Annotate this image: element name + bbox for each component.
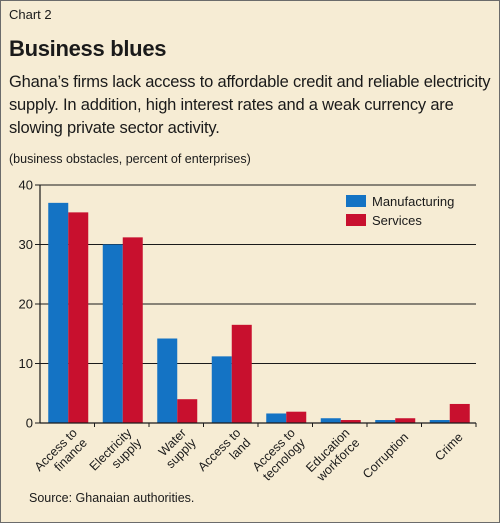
category-label: Watersupply <box>154 425 200 471</box>
chart-title: Business blues <box>9 36 167 61</box>
y-tick-label: 10 <box>19 356 33 371</box>
legend-label: Services <box>372 213 422 228</box>
category-label: Access toland <box>195 426 253 484</box>
bar <box>375 420 396 423</box>
category-label: Corruption <box>360 430 411 481</box>
bar <box>177 399 198 423</box>
y-tick-label: 0 <box>26 416 33 431</box>
chart-subtitle: Ghana’s firms lack access to affordable … <box>9 73 491 137</box>
bar <box>449 403 470 423</box>
category-label: Educationworkforce <box>303 426 362 485</box>
bar <box>102 244 123 423</box>
unit-note: (business obstacles, percent of enterpri… <box>9 152 251 166</box>
category-label: Crime <box>432 430 466 464</box>
bar <box>320 418 341 423</box>
bar <box>122 237 143 423</box>
y-tick-label: 20 <box>19 297 33 312</box>
bar <box>266 413 287 423</box>
bar <box>231 324 252 423</box>
bar <box>395 418 416 423</box>
y-tick-label: 40 <box>19 178 33 193</box>
legend-label: Manufacturing <box>372 194 454 209</box>
category-label: Access tofinance <box>32 426 90 484</box>
bar <box>157 338 178 423</box>
category-label: Access totecnology <box>250 425 309 484</box>
y-tick-label: 30 <box>19 237 33 252</box>
category-label: Electricitysupply <box>87 425 145 483</box>
bar <box>429 420 450 423</box>
bar <box>286 411 307 423</box>
chart-number: Chart 2 <box>9 7 52 22</box>
legend-swatch <box>346 195 366 207</box>
bar <box>340 420 361 423</box>
bar <box>211 356 232 423</box>
bar <box>48 202 69 423</box>
legend-swatch <box>346 214 366 226</box>
source-note: Source: Ghanaian authorities. <box>29 491 195 505</box>
bar <box>68 212 89 423</box>
